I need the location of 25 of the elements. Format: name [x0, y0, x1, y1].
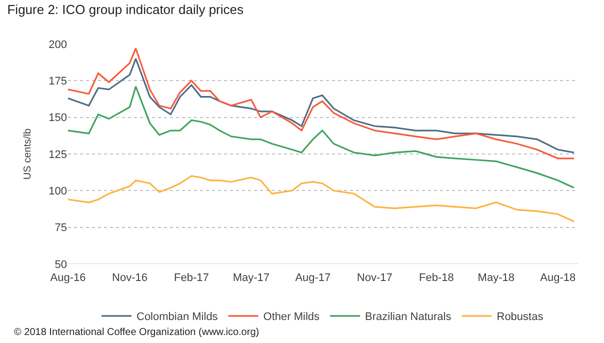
y-tick-label: 100: [48, 186, 67, 198]
x-tick-label: May-18: [478, 272, 514, 284]
legend-label: Robustas: [496, 311, 544, 324]
x-tick-label: Feb-17: [174, 272, 209, 284]
x-tick-label: Aug-16: [50, 272, 86, 284]
y-tick-label: 150: [48, 112, 67, 124]
x-tick-label: Aug-18: [540, 272, 576, 284]
y-tick-label: 200: [48, 38, 67, 51]
line-series: [68, 175, 575, 222]
x-tick-label: Feb-18: [418, 272, 454, 284]
x-tick-label: Nov-17: [356, 272, 392, 284]
legend-label: Other Milds: [263, 311, 320, 324]
y-tick-label: 175: [48, 76, 67, 88]
chart-title: Figure 2: ICO group indicator daily prices: [7, 2, 244, 18]
y-tick-label: 75: [54, 222, 67, 234]
x-tick-label: Nov-16: [112, 272, 148, 284]
x-tick-label: May-17: [232, 272, 270, 284]
line-series: [68, 86, 575, 189]
y-tick-label: 50: [54, 258, 67, 271]
legend-label: Brazilian Naturals: [365, 311, 452, 324]
x-tick-label: Aug-17: [295, 272, 331, 284]
legend-label: Colombian Milds: [136, 311, 218, 324]
y-axis-title: US cents/lb: [22, 128, 34, 180]
y-tick-label: 125: [48, 148, 67, 161]
text: © 2018 International Coffee Organization (www.ico.org): [14, 327, 260, 338]
